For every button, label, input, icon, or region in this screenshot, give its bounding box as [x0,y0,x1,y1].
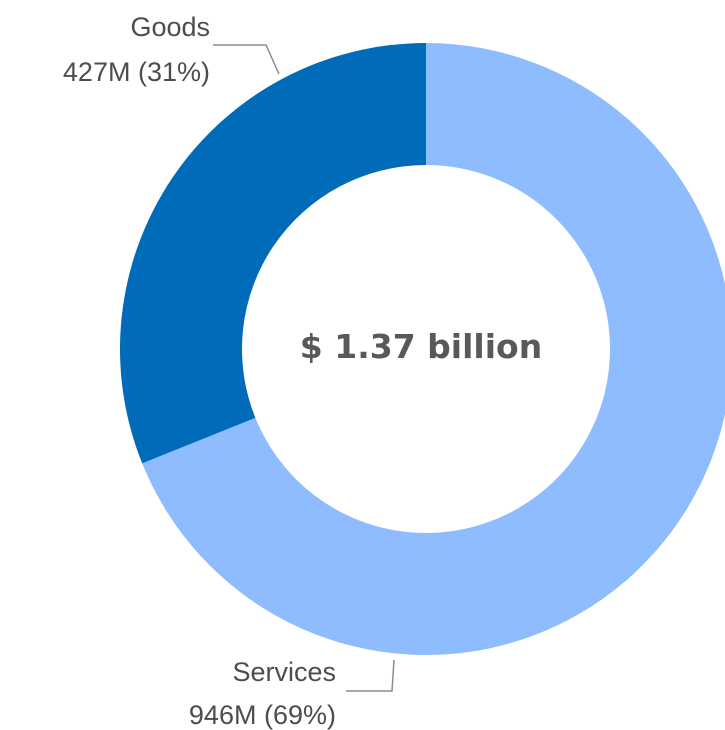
slice-percent-goods: (31%) [138,57,210,87]
callout-services: Services 946M (69%) [189,657,395,730]
leader-line-goods [213,44,280,75]
donut-center-total: $ 1.37 billion [300,327,542,366]
slices-layer [119,43,725,655]
slice-label-goods: Goods [130,12,210,42]
slice-value-goods: 427M [63,57,131,87]
slice-value-services: 946M [189,700,257,730]
leader-line-services [346,659,395,692]
donut-slice-goods [119,43,427,464]
callout-goods: Goods 427M (31%) [63,12,280,87]
svg-text:946M (69%): 946M (69%) [189,700,336,730]
slice-label-services: Services [232,657,336,687]
svg-text:427M (31%): 427M (31%) [63,57,210,87]
slice-percent-services: (69%) [264,700,336,730]
donut-slice-services [142,43,725,655]
